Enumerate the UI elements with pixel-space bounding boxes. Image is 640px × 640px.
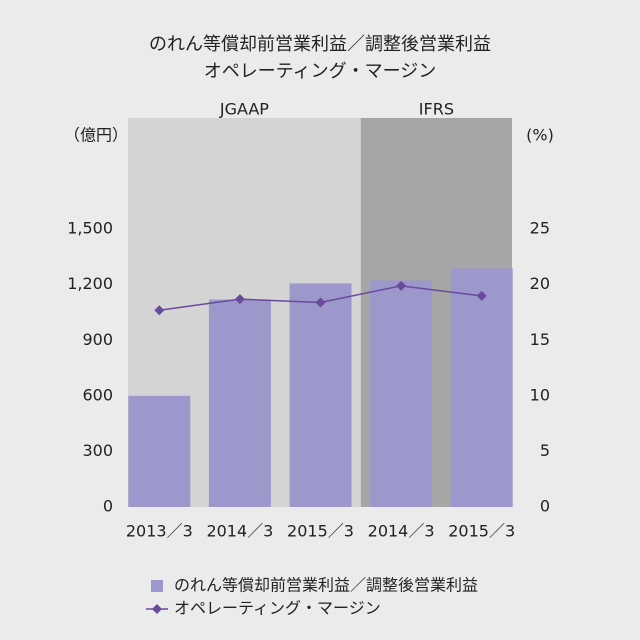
- y2-tick-label: 10: [530, 385, 550, 404]
- chart-title: のれん等償却前営業利益／調整後営業利益: [149, 34, 491, 55]
- bar: [128, 395, 191, 507]
- line-marker: [234, 294, 245, 305]
- bar: [450, 268, 513, 507]
- region-label: IFRS: [419, 100, 454, 119]
- y-axis-label: （億円）: [64, 126, 128, 145]
- line-marker: [476, 290, 487, 301]
- bar: [208, 299, 271, 507]
- y-tick-label: 300: [82, 441, 113, 460]
- y2-tick-label: 25: [530, 219, 550, 238]
- line-marker: [154, 305, 165, 316]
- y-tick-label: 900: [82, 330, 113, 349]
- line-marker: [315, 297, 326, 308]
- legend-label: のれん等償却前営業利益／調整後営業利益: [174, 576, 478, 595]
- y-tick-label: 600: [82, 385, 113, 404]
- y2-tick-label: 15: [530, 330, 550, 349]
- bar: [289, 283, 352, 507]
- y-tick-label: 1,500: [67, 219, 113, 238]
- x-tick-label: 2014／3: [368, 522, 435, 541]
- legend-label: オペレーティング・マージン: [174, 599, 381, 618]
- region-label: JGAAP: [219, 100, 269, 119]
- bar: [370, 280, 433, 507]
- y-tick-label: 0: [103, 497, 113, 516]
- y2-axis-label: (%): [526, 126, 554, 145]
- line-marker: [396, 280, 407, 291]
- legend-marker: [152, 604, 162, 614]
- x-tick-label: 2015／3: [287, 522, 354, 541]
- y2-tick-label: 5: [540, 441, 550, 460]
- x-tick-label: 2014／3: [206, 522, 273, 541]
- x-tick-label: 2013／3: [126, 522, 193, 541]
- x-tick-label: 2015／3: [448, 522, 515, 541]
- y2-tick-label: 0: [540, 497, 550, 516]
- chart-subtitle: オペレーティング・マージン: [204, 61, 437, 82]
- y2-tick-label: 20: [530, 274, 550, 293]
- legend-swatch: [151, 580, 163, 592]
- y-tick-label: 1,200: [67, 274, 113, 293]
